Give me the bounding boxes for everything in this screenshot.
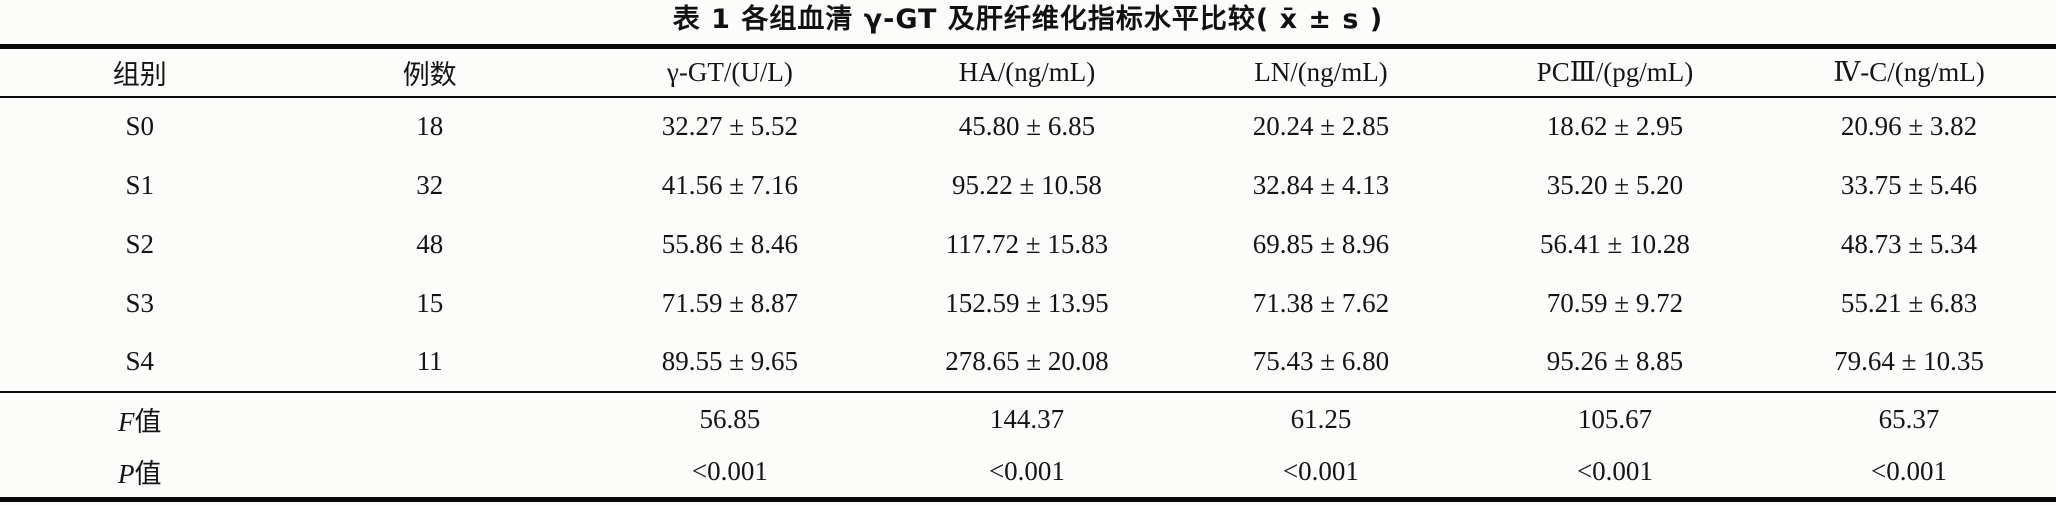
table-row: S4 11 89.55 ± 9.65 278.65 ± 20.08 75.43 … [0,332,2056,393]
ggt-p-value: <0.001 [691,455,768,486]
pc3-cell: 35.20 ± 5.20 [1546,169,1684,200]
f-value-label: F值 [0,392,280,446]
table-row: S0 18 32.27 ± 5.52 45.80 ± 6.85 20.24 ± … [0,97,2056,156]
ha-cell: 278.65 ± 20.08 [879,332,1174,393]
group-cell: S3 [125,287,155,318]
ln-cell: 20.24 ± 2.85 [1252,111,1390,141]
group-cell: S1 [125,169,155,200]
pc3-p-value: <0.001 [1576,455,1653,486]
ha-cell: 152.59 ± 13.95 [945,287,1109,318]
cases-cell: 18 [416,111,444,141]
cases-cell: 11 [279,332,580,393]
cases-cell-empty [280,392,580,446]
p-value-row: P值 <0.001 <0.001 <0.001 <0.001 <0.001 [0,446,2056,500]
col-header-ln: LN/(ng/mL) [1173,46,1468,98]
group-cell: S0 [125,111,155,141]
col-header-ggt: γ-GT/(U/L) [579,46,880,98]
f-letter: F [118,406,135,437]
cases-cell: 48 [416,228,444,259]
f-value-row: F值 56.85 144.37 61.25 105.67 65.37 [0,392,2056,446]
col-header-cases: 例数 [279,46,580,98]
ha-cell: 95.22 ± 10.58 [952,169,1102,200]
ggt-cell: 71.59 ± 8.87 [661,287,799,318]
ln-f-value: 61.25 [1290,403,1352,434]
ha-cell: 117.72 ± 15.83 [945,228,1109,259]
ha-f-value: 144.37 [989,403,1065,434]
ivc-cell: 55.21 ± 6.83 [1840,287,1978,318]
col-header-ivc: Ⅳ-C/(ng/mL) [1761,46,2056,98]
f-suffix: 值 [134,406,162,437]
table-header-row: 组别 例数 γ-GT/(U/L) HA/(ng/mL) LN/(ng/mL) P… [0,46,2056,98]
ivc-cell: 33.75 ± 5.46 [1840,169,1978,200]
ha-cell: 45.80 ± 6.85 [958,111,1096,141]
ln-cell: 69.85 ± 8.96 [1252,228,1390,259]
group-cell: S2 [125,228,155,259]
ivc-p-value: <0.001 [1870,455,1947,486]
ln-cell: 71.38 ± 7.62 [1252,287,1390,318]
table-row: S2 48 55.86 ± 8.46 117.72 ± 15.83 69.85 … [0,215,2056,274]
ivc-f-value: 65.37 [1878,403,1940,434]
cases-cell: 32 [416,169,444,200]
ln-cell: 32.84 ± 4.13 [1252,169,1390,200]
table-row: S1 32 41.56 ± 7.16 95.22 ± 10.58 32.84 ±… [0,156,2056,215]
comparison-table: 组别 例数 γ-GT/(U/L) HA/(ng/mL) LN/(ng/mL) P… [0,44,2056,502]
col-header-ha: HA/(ng/mL) [879,46,1174,98]
ggt-cell: 41.56 ± 7.16 [661,169,799,200]
pc3-f-value: 105.67 [1577,403,1653,434]
ln-cell: 75.43 ± 6.80 [1173,332,1468,393]
cases-cell-empty [280,446,580,500]
ggt-cell: 55.86 ± 8.46 [661,228,799,259]
col-header-group: 组别 [0,46,280,98]
pc3-cell: 56.41 ± 10.28 [1540,228,1690,259]
ivc-cell: 48.73 ± 5.34 [1840,228,1978,259]
p-letter: P [118,458,135,489]
pc3-cell: 70.59 ± 9.72 [1546,287,1684,318]
ln-p-value: <0.001 [1282,455,1359,486]
p-value-label: P值 [0,446,280,500]
table-title: 表 1 各组血清 γ-GT 及肝纤维化指标水平比较( x̄ ± s ) [672,4,1384,35]
ggt-f-value: 56.85 [699,403,761,434]
ggt-cell: 89.55 ± 9.65 [579,332,880,393]
ivc-cell: 20.96 ± 3.82 [1840,111,1978,141]
group-cell: S4 [0,332,280,393]
ha-p-value: <0.001 [988,455,1065,486]
table-row: S3 15 71.59 ± 8.87 152.59 ± 13.95 71.38 … [0,274,2056,333]
ivc-cell: 79.64 ± 10.35 [1761,332,2056,393]
cases-cell: 15 [416,287,444,318]
pc3-cell: 18.62 ± 2.95 [1546,111,1684,141]
ggt-cell: 32.27 ± 5.52 [661,111,799,141]
col-header-pc3: PCⅢ/(pg/mL) [1467,46,1762,98]
pc3-cell: 95.26 ± 8.85 [1467,332,1762,393]
p-suffix: 值 [134,458,162,489]
